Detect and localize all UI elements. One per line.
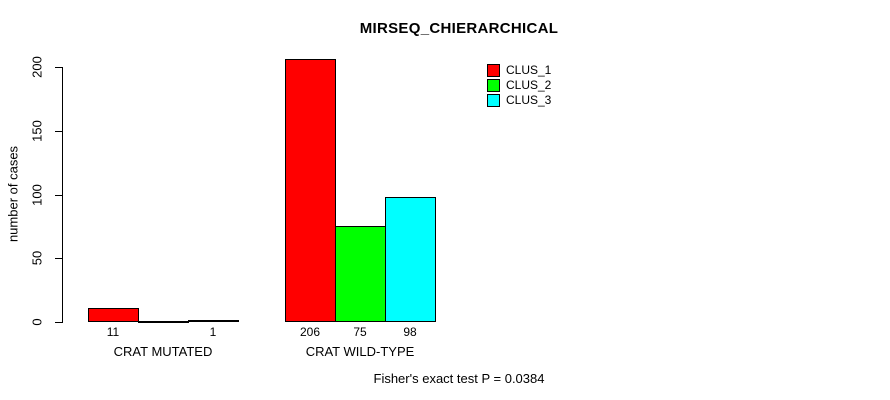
bar-value-label: 75 [353,325,367,339]
y-tick [55,322,62,323]
bar-clus_1 [88,308,139,322]
y-tick [55,195,62,196]
y-axis-label: number of cases [5,145,21,243]
legend-row: CLUS_2 [487,78,551,93]
bar-value-label: 206 [299,325,321,339]
y-tick-label: 150 [29,120,45,142]
y-tick-label: 100 [29,184,45,206]
bar-clus_2 [138,321,189,323]
legend: CLUS_1 CLUS_2 CLUS_3 [487,63,551,108]
bar-value-label: 98 [403,325,417,339]
legend-label: CLUS_1 [506,63,552,77]
bar-value-label: 11 [106,325,120,339]
y-tick-label: 0 [29,318,45,326]
annotation-text: Fisher's exact test P = 0.0384 [373,371,545,386]
legend-label: CLUS_2 [506,78,552,92]
bar-clus_3 [188,320,239,322]
legend-swatch-clus_1 [487,64,500,77]
bar-value-label: 1 [209,325,217,339]
bar-clus_2 [335,226,386,322]
legend-swatch-clus_2 [487,79,500,92]
y-tick [55,258,62,259]
y-axis-line [62,67,63,323]
legend-row: CLUS_3 [487,93,551,108]
category-label: CRAT WILD-TYPE [305,344,415,359]
y-tick-label: 50 [29,250,45,266]
legend-label: CLUS_3 [506,93,552,107]
bar-clus_3 [385,197,436,322]
chart-title: MIRSEQ_CHIERARCHICAL [359,20,559,37]
y-tick [55,131,62,132]
legend-swatch-clus_3 [487,94,500,107]
y-tick-label: 200 [29,56,45,78]
bar-clus_1 [285,59,336,322]
legend-row: CLUS_1 [487,63,551,78]
y-tick [55,67,62,68]
category-label: CRAT MUTATED [113,344,213,359]
